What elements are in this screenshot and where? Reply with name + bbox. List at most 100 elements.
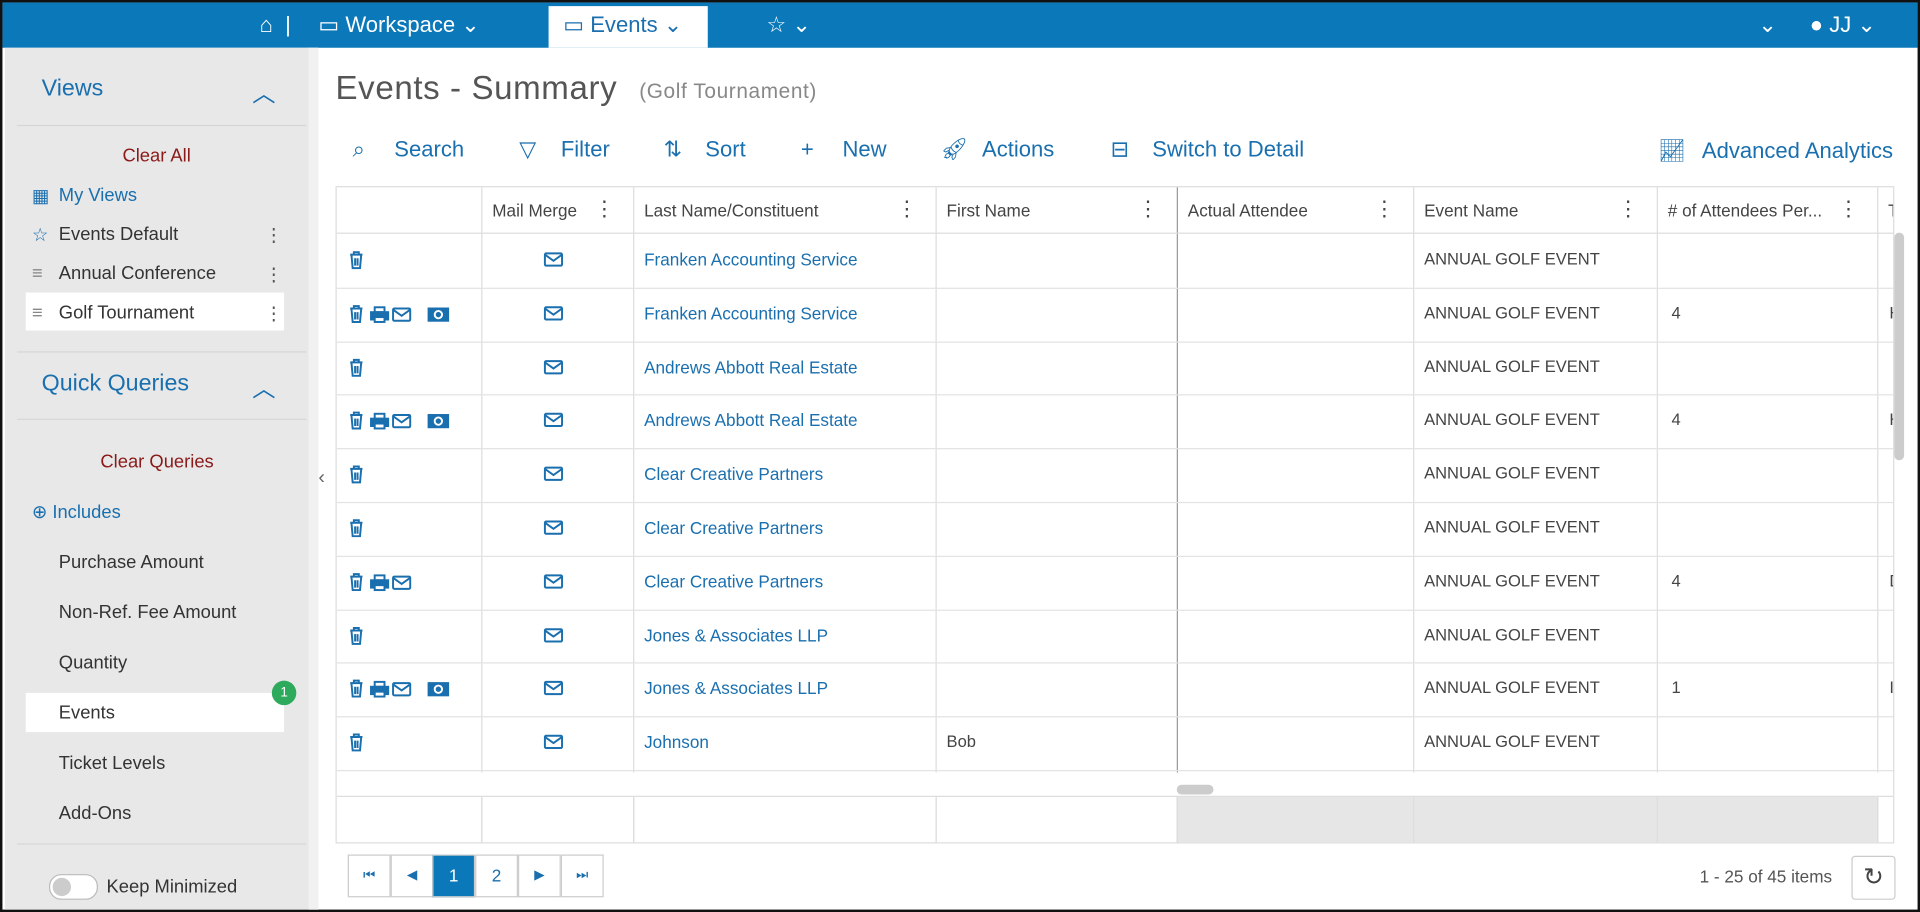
column-menu[interactable]: ⋮	[1617, 197, 1639, 221]
m-icon[interactable]	[542, 303, 564, 323]
m-icon[interactable]	[542, 411, 564, 431]
collapse-strip[interactable]	[308, 47, 319, 910]
column-header[interactable]: # of Attendees Per...	[1667, 200, 1823, 221]
page-button[interactable]: 1	[432, 854, 476, 898]
query-item[interactable]: Ticket Levels	[58, 752, 166, 774]
m-icon[interactable]	[391, 573, 413, 593]
constituent-link[interactable]: Clear Creative Partners	[644, 517, 824, 538]
toolbar-button[interactable]: ⇅ Sort	[663, 137, 746, 162]
collapse-arrow[interactable]: ‹	[318, 467, 325, 489]
t-icon[interactable]	[345, 625, 367, 645]
constituent-link[interactable]: Jones & Associates LLP	[644, 678, 829, 699]
views-toggle[interactable]: ︿	[252, 82, 276, 108]
page-button[interactable]: ⏮	[347, 854, 391, 898]
constituent-link[interactable]: Franken Accounting Service	[644, 249, 858, 270]
query-item[interactable]: Events	[58, 702, 115, 724]
toolbar-button[interactable]: ▽ Filter	[519, 137, 610, 162]
m-icon[interactable]	[542, 250, 564, 270]
column-header[interactable]: T	[1888, 201, 1893, 221]
constituent-link[interactable]: Johnson	[644, 732, 709, 752]
constituent-link[interactable]: Clear Creative Partners	[644, 571, 824, 592]
advanced-analytics[interactable]: 📈︎ Advanced Analytics	[1657, 138, 1894, 163]
column-header[interactable]: First Name	[946, 200, 1031, 221]
user-menu[interactable]: ● JJ ⌄	[1809, 12, 1876, 37]
constituent-link[interactable]: Clear Creative Partners	[644, 464, 824, 484]
column-menu[interactable]: ⋮	[1373, 197, 1395, 221]
p-icon[interactable]	[369, 680, 391, 700]
home-icon[interactable]: ⌂ |	[259, 12, 291, 37]
column-header[interactable]: Last Name/Constituent	[644, 200, 819, 221]
h-scrollbar[interactable]	[1176, 784, 1214, 795]
toolbar-button[interactable]: 🚀︎ Actions	[940, 137, 1055, 162]
column-menu[interactable]: ⋮	[1137, 197, 1159, 221]
constituent-link[interactable]: Andrews Abbott Real Estate	[644, 356, 858, 377]
includes[interactable]: ⊕ Includes	[31, 501, 121, 523]
quick-queries-toggle[interactable]: ︿	[252, 377, 276, 403]
m-icon[interactable]	[542, 518, 564, 538]
p-icon[interactable]	[369, 305, 391, 325]
m-icon[interactable]	[542, 625, 564, 645]
view-item[interactable]: Golf Tournament	[58, 302, 195, 324]
row-line	[336, 555, 1894, 557]
m-icon[interactable]	[391, 305, 413, 325]
m-icon[interactable]	[542, 679, 564, 699]
t-icon[interactable]	[345, 411, 367, 431]
view-item[interactable]: Annual Conference	[58, 263, 217, 285]
t-icon[interactable]	[345, 732, 367, 752]
$-icon[interactable]	[427, 305, 450, 325]
refresh[interactable]: ↻	[1851, 855, 1896, 900]
favorites-menu[interactable]: ☆ ⌄	[766, 12, 811, 37]
view-item[interactable]: Events Default	[58, 224, 179, 245]
t-icon[interactable]	[345, 303, 367, 323]
column-header[interactable]: Event Name	[1424, 200, 1519, 221]
toolbar-button[interactable]: ⌕ Search	[352, 137, 465, 162]
m-icon[interactable]	[542, 357, 564, 377]
t-icon[interactable]	[345, 571, 367, 591]
toolbar-button[interactable]: + New	[800, 137, 887, 162]
query-item[interactable]: Non-Ref. Fee Amount	[58, 602, 237, 624]
view-menu[interactable]: ⋮	[264, 303, 283, 325]
column-header[interactable]: Mail Merge	[492, 200, 578, 221]
constituent-link[interactable]: Franken Accounting Service	[644, 303, 858, 323]
page-button[interactable]: ⏭	[560, 854, 604, 898]
query-item[interactable]: Quantity	[58, 652, 128, 674]
page-button[interactable]: ◀	[390, 854, 434, 898]
t-icon[interactable]	[345, 357, 367, 377]
events-menu[interactable]: ▭ Events ⌄	[563, 12, 683, 37]
column-menu[interactable]: ⋮	[593, 197, 615, 221]
toggle[interactable]	[48, 874, 98, 900]
constituent-link[interactable]: Andrews Abbott Real Estate	[644, 410, 858, 431]
m-icon[interactable]	[391, 412, 413, 432]
clear-queries[interactable]: Clear Queries	[100, 451, 214, 473]
constituent-link[interactable]: Jones & Associates LLP	[644, 625, 829, 645]
m-icon[interactable]	[542, 732, 564, 752]
m-icon[interactable]	[542, 571, 564, 591]
v-scrollbar[interactable]	[1894, 232, 1905, 461]
t-icon[interactable]	[345, 464, 367, 484]
clear-all[interactable]: Clear All	[122, 145, 191, 167]
t-icon[interactable]	[345, 250, 367, 270]
column-menu[interactable]: ⋮	[1837, 197, 1859, 221]
t-icon[interactable]	[345, 679, 367, 699]
view-menu[interactable]: ⋮	[264, 225, 283, 247]
$-icon[interactable]	[427, 412, 450, 432]
m-icon[interactable]	[391, 680, 413, 700]
p-icon[interactable]	[369, 573, 391, 593]
page-button[interactable]: 2	[475, 854, 518, 898]
view-menu[interactable]: ⋮	[264, 264, 283, 286]
divider	[17, 124, 307, 127]
p-icon[interactable]	[369, 412, 391, 432]
view-item[interactable]: My Views	[58, 184, 138, 206]
page-button[interactable]: ▶	[517, 854, 561, 898]
query-item[interactable]: Add-Ons	[58, 803, 132, 824]
$-icon[interactable]	[427, 680, 450, 700]
m-icon[interactable]	[542, 464, 564, 484]
column-menu[interactable]: ⋮	[896, 197, 918, 221]
more-menu[interactable]: ⌄	[1758, 12, 1777, 37]
column-header[interactable]: Actual Attendee	[1187, 200, 1308, 221]
t-icon[interactable]	[345, 518, 367, 538]
query-item[interactable]: Purchase Amount	[58, 552, 204, 573]
sidebar	[4, 47, 319, 910]
toolbar-button[interactable]: ⊟ Switch to Detail	[1110, 137, 1305, 162]
workspace-menu[interactable]: ▭ Workspace ⌄	[318, 12, 480, 37]
